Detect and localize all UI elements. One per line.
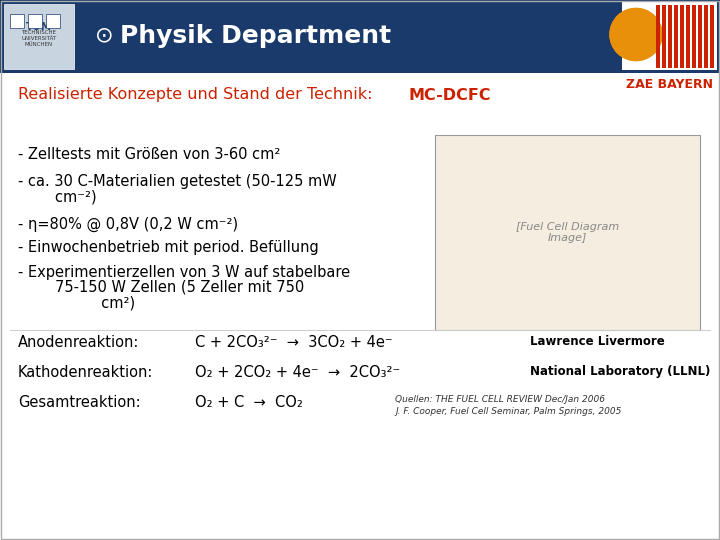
Text: O₂ + 2CO₂ + 4e⁻  →  2CO₃²⁻: O₂ + 2CO₂ + 4e⁻ → 2CO₃²⁻ [195,365,400,380]
Bar [656,5,660,68]
Bar [686,5,690,68]
Text: ⊙: ⊙ [95,25,114,45]
Text: Kathodenreaktion:: Kathodenreaktion: [18,365,153,380]
Bar [674,5,678,68]
Circle shape [610,9,662,60]
Bar [28,14,42,28]
Text: C + 2CO₃²⁻  →  3CO₂ + 4e⁻: C + 2CO₃²⁻ → 3CO₂ + 4e⁻ [195,335,392,350]
Bar [710,5,714,68]
Bar [435,135,700,330]
Bar [680,5,683,68]
Bar [692,5,696,68]
Bar [4,4,74,69]
Bar [698,5,701,68]
Bar [704,5,708,68]
Bar [46,14,60,28]
Text: cm²): cm²) [18,295,135,310]
Text: National Laboratory (LLNL): National Laboratory (LLNL) [530,365,711,378]
Bar [668,5,672,68]
Bar [622,2,717,70]
Text: TECHNISCHE
UNIVERSITÄT
MÜNCHEN: TECHNISCHE UNIVERSITÄT MÜNCHEN [22,30,57,47]
Bar [704,5,708,68]
Text: - Experimentierzellen von 3 W auf stabelbare: - Experimentierzellen von 3 W auf stabel… [18,265,350,280]
Text: MC-DCFC: MC-DCFC [408,87,490,103]
Text: 75-150 W Zellen (5 Zeller mit 750: 75-150 W Zellen (5 Zeller mit 750 [18,280,305,295]
Bar [686,5,690,68]
Bar [10,14,24,28]
Text: - Einwochenbetrieb mit period. Befüllung: - Einwochenbetrieb mit period. Befüllung [18,240,319,255]
Text: - η=80% @ 0,8V (0,2 W cm⁻²): - η=80% @ 0,8V (0,2 W cm⁻²) [18,217,238,232]
Text: Quellen: THE FUEL CELL REVIEW Dec/Jan 2006
J. F. Cooper, Fuel Cell Seminar, Palm: Quellen: THE FUEL CELL REVIEW Dec/Jan 20… [395,395,621,416]
Bar [0,0,720,73]
Bar [674,5,678,68]
Bar [710,5,714,68]
Bar [656,5,660,68]
Text: Realisierte Konzepte und Stand der Technik:: Realisierte Konzepte und Stand der Techn… [18,87,377,103]
Text: cm⁻²): cm⁻²) [18,190,96,205]
Text: Gesamtreaktion:: Gesamtreaktion: [18,395,140,410]
Text: O₂ + C  →  CO₂: O₂ + C → CO₂ [195,395,303,410]
Bar [692,5,696,68]
Bar [698,5,701,68]
Text: Physik Department: Physik Department [120,24,391,48]
Text: - Zelltests mit Größen von 3-60 cm²: - Zelltests mit Größen von 3-60 cm² [18,147,280,162]
Text: [Fuel Cell Diagram
Image]: [Fuel Cell Diagram Image] [516,222,619,244]
Text: - ca. 30 C-Materialien getestet (50-125 mW: - ca. 30 C-Materialien getestet (50-125 … [18,174,337,189]
Circle shape [610,9,662,60]
Text: ZAE BAYERN: ZAE BAYERN [626,78,714,91]
Bar [668,5,672,68]
Bar [662,5,665,68]
Text: Anodenreaktion:: Anodenreaktion: [18,335,140,350]
Text: Lawrence Livermore: Lawrence Livermore [530,335,665,348]
Text: TUM: TUM [26,22,52,31]
Bar [680,5,683,68]
Bar [662,5,665,68]
